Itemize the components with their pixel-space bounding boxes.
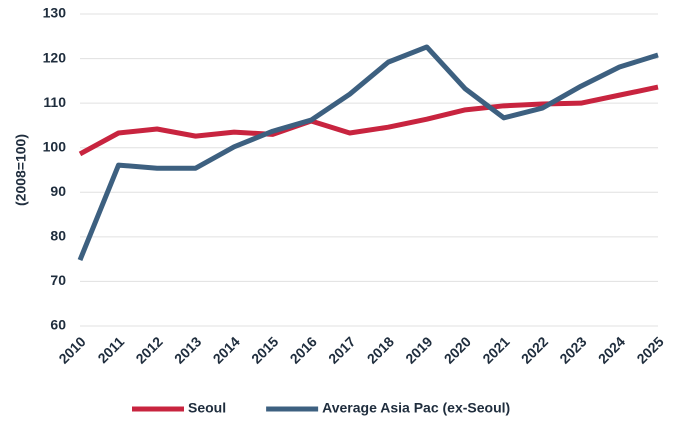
y-tick-label: 120 <box>43 49 67 65</box>
line <box>77 44 659 261</box>
y-tick-label: 130 <box>43 5 67 21</box>
x-tick-label: 2021 <box>479 333 512 366</box>
x-tick-label: 2022 <box>518 333 551 366</box>
line <box>78 84 659 157</box>
y-tick-label: 100 <box>43 138 67 154</box>
legend-label: Average Asia Pac (ex-Seoul) <box>322 400 510 416</box>
x-tick-label: 2010 <box>55 333 88 366</box>
x-tick-label: 2019 <box>402 333 435 366</box>
x-tick-label: 2011 <box>94 333 127 366</box>
x-tick-label: 2015 <box>248 333 281 366</box>
x-tick-label: 2023 <box>556 333 589 366</box>
x-tick-label: 2016 <box>287 333 320 366</box>
y-axis-label: (2008=100) <box>13 134 29 206</box>
y-tick-label: 80 <box>50 228 66 244</box>
y-tick-label: 110 <box>43 94 66 110</box>
x-tick-label: 2013 <box>171 333 204 366</box>
x-tick-label: 2018 <box>364 333 397 366</box>
y-tick-label: 60 <box>50 317 66 333</box>
x-tick-label: 2012 <box>132 333 165 366</box>
x-tick-label: 2024 <box>595 333 628 366</box>
x-tick-label: 2017 <box>325 333 358 366</box>
x-tick-label: 2020 <box>441 333 474 366</box>
y-tick-label: 70 <box>50 272 66 288</box>
y-tick-label: 90 <box>50 183 66 199</box>
x-tick-label: 2025 <box>633 333 666 366</box>
x-tick-label: 2014 <box>210 333 243 366</box>
legend-label: Seoul <box>188 400 226 416</box>
